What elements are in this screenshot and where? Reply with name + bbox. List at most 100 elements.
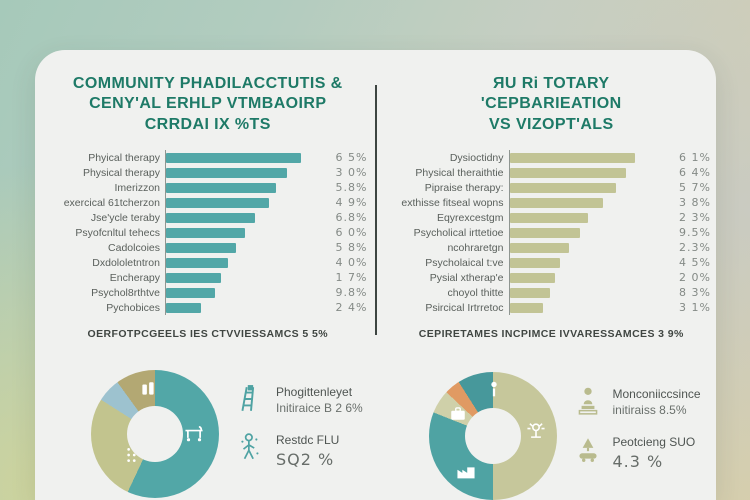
factory-icon — [456, 467, 475, 479]
person-pedestal-icon — [578, 387, 597, 415]
bar-row: Jse'ycle teraby 6.8% — [48, 210, 368, 225]
bar-track — [165, 180, 329, 195]
bar-value: 4 0% — [335, 256, 368, 269]
legend-value: SQ2 % — [276, 449, 335, 469]
infographic-card: COMMUNITY PHADILACCTUTIS & CENY'AL ERHLP… — [35, 50, 716, 500]
bar-row: exthisse fitseal wopns 3 8% — [392, 195, 712, 210]
bar-value: 3 0% — [335, 166, 368, 179]
bar — [509, 227, 580, 238]
tree-car-icon — [578, 438, 597, 463]
bar-label: choyol thitte — [447, 286, 504, 299]
bar-row: Pipraise therapy: 5 7% — [392, 180, 712, 195]
bar-row: Cadolcoies 5 8% — [48, 240, 368, 255]
legend-value: initiraiss 8.5% — [612, 403, 687, 418]
left-donut-chart — [91, 370, 219, 498]
left-title-line1: COMMUNITY PHADILACCTUTIS & — [72, 75, 343, 92]
panel-divider — [375, 85, 377, 335]
bar-value: 9.8% — [335, 286, 368, 299]
right-donut-section: Monconiiccsince initiraiss 8.5% Peotcieng… — [387, 362, 717, 500]
bar-label: Psyofcnltul tehecs — [75, 226, 160, 239]
bar — [509, 272, 555, 283]
ladder-person-icon — [241, 385, 255, 411]
bar-label: Imerizzon — [114, 181, 160, 194]
bar-label: Eqyrexcestgm — [436, 211, 504, 224]
bar-label: Psychol8rthtve — [91, 286, 160, 299]
legend-label: Restdc FLU — [276, 433, 340, 448]
legend-item: Monconiiccsince initiraiss 8.5% — [575, 386, 715, 418]
bar-label: Encherapy — [109, 271, 160, 284]
bar-value: 2 3% — [679, 211, 711, 224]
bar-value: 6 4% — [679, 166, 711, 179]
bar-value: 1 7% — [335, 271, 368, 284]
bar-label: Jse'ycle teraby — [90, 211, 160, 224]
briefcase-icon — [450, 407, 465, 420]
bar-label: Psycholaical t:ve — [425, 256, 504, 269]
bar-track — [165, 150, 329, 165]
left-donut-section: Phogittenleyet Initiraice B 2 6% Restdc F… — [43, 362, 373, 500]
legend-item: Phogittenleyet Initiraice B 2 6% — [238, 384, 378, 416]
bar-track — [165, 210, 329, 225]
bar-label: Phyical therapy — [88, 151, 160, 164]
bar — [166, 152, 301, 163]
bar-label: Psycholical irttetioe — [413, 226, 504, 239]
bar-row: Encherapy 1 7% — [48, 270, 368, 285]
bar-label: Dysioctidny — [449, 151, 504, 164]
bar — [166, 227, 245, 238]
bar-value: 4 5% — [679, 256, 711, 269]
left-legend: Phogittenleyet Initiraice B 2 6% Restdc F… — [238, 384, 378, 486]
legend-item: Restdc FLU SQ2 % — [238, 432, 378, 470]
left-title-line3: CRRDAI IX %TS — [144, 115, 271, 133]
flu-person-icon — [241, 433, 259, 460]
left-title-line2: CENY'AL ERHLP VTMBAOIRP — [89, 95, 327, 113]
bar — [509, 302, 543, 313]
right-title-line3: VS VIZOPT'ALS — [488, 115, 614, 133]
bar-row: Psyofcnltul tehecs 6 0% — [48, 225, 368, 240]
bar-value: 5.8% — [335, 181, 368, 194]
legend-value: 4.3 % — [612, 451, 664, 471]
legend-value: Initiraice B 2 6% — [276, 401, 363, 416]
bar-track — [165, 165, 329, 180]
bar-label: Cadolcoies — [108, 241, 160, 254]
legend-item: Peotcieng SUO 4.3 % — [575, 434, 715, 472]
legend-label: Monconiiccsince — [612, 387, 701, 401]
bar — [166, 212, 255, 223]
bar-label: exercical 61tcherzon — [63, 196, 160, 209]
bar-row: ncohraretgn 2.3% — [392, 240, 712, 255]
right-footnote: CEPIRETAMES INCPIMCE IVVARESSAMCES 3 9% — [418, 328, 684, 340]
bar-track — [165, 255, 329, 270]
bar-value: 6 1% — [679, 151, 711, 164]
bar-track — [508, 225, 673, 240]
therapy-table-icon — [185, 426, 203, 442]
bar-track — [165, 285, 329, 300]
bar-row: Pychobices 2 4% — [48, 300, 368, 315]
bar-value: 3 8% — [679, 196, 711, 209]
bar-track — [508, 165, 673, 180]
right-title: ЯU Ri TOTARY 'CEPBARIEATION VS VIZOPT'AL… — [392, 74, 712, 136]
bar-track — [508, 195, 673, 210]
bar-value: 2.3% — [679, 241, 711, 254]
right-bar-chart: Dysioctidny 6 1% Physical theraithtie 6 4%… — [392, 150, 712, 315]
bar-label: exthisse fitseal wopns — [401, 196, 504, 209]
lamp-icon — [526, 423, 545, 438]
bar-label: ncohraretgn — [447, 241, 504, 254]
bar — [166, 287, 215, 298]
bar — [509, 197, 603, 208]
bar-value: 6 5% — [335, 151, 368, 164]
left-panel: COMMUNITY PHADILACCTUTIS & CENY'AL ERHLP… — [43, 50, 373, 500]
bar-row: Physical therapy 3 0% — [48, 165, 368, 180]
bar-label: Pysial xtherap'e — [429, 271, 504, 284]
dots-icon — [127, 448, 136, 462]
bar-row: Dysioctidny 6 1% — [392, 150, 712, 165]
bar-track — [165, 225, 329, 240]
bar-row: Psycholical irttetioe 9.5% — [392, 225, 712, 240]
bar — [166, 242, 236, 253]
bar — [166, 197, 269, 208]
bar-value: 4 9% — [335, 196, 368, 209]
bar — [509, 287, 550, 298]
bar-value: 6.8% — [335, 211, 368, 224]
right-panel: ЯU Ri TOTARY 'CEPBARIEATION VS VIZOPT'AL… — [387, 50, 717, 500]
left-title: COMMUNITY PHADILACCTUTIS & CENY'AL ERHLP… — [48, 74, 368, 136]
left-bar-chart: Phyical therapy 6 5% Physical therapy 3 0%… — [48, 150, 368, 315]
person-icon — [490, 381, 497, 397]
bar-label: Pipraise therapy: — [424, 181, 504, 194]
